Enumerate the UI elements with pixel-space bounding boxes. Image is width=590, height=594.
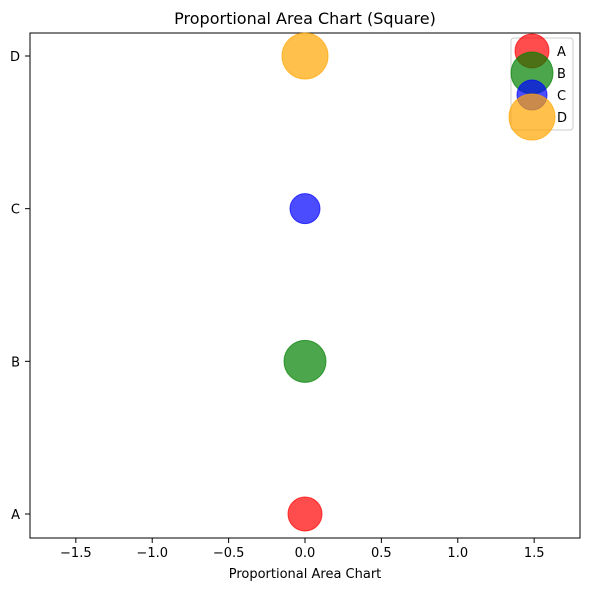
chart-title: Proportional Area Chart (Square) <box>174 9 436 28</box>
marker-b <box>283 339 327 383</box>
x-tick-label: 0.0 <box>295 546 316 561</box>
x-tick-label: −0.5 <box>213 546 245 561</box>
x-axis-label: Proportional Area Chart <box>229 567 382 582</box>
legend-label-b: B <box>557 67 566 82</box>
legend-label-a: A <box>557 45 566 60</box>
x-tick-label: 1.5 <box>524 546 545 561</box>
marker-d <box>281 32 329 80</box>
x-tick-label: −1.5 <box>60 546 92 561</box>
y-tick-label: B <box>11 355 20 370</box>
x-tick-label: 0.5 <box>371 546 392 561</box>
legend-label-c: C <box>557 89 566 104</box>
marker-c <box>289 193 321 225</box>
y-tick-label: C <box>11 203 20 218</box>
y-tick-label: A <box>11 508 20 523</box>
marker-a <box>287 496 323 532</box>
x-tick-label: −1.0 <box>136 546 168 561</box>
legend-label-d: D <box>557 111 567 126</box>
x-tick-label: 1.0 <box>447 546 468 561</box>
legend-marker-d <box>508 93 556 141</box>
y-tick-label: D <box>10 50 20 65</box>
